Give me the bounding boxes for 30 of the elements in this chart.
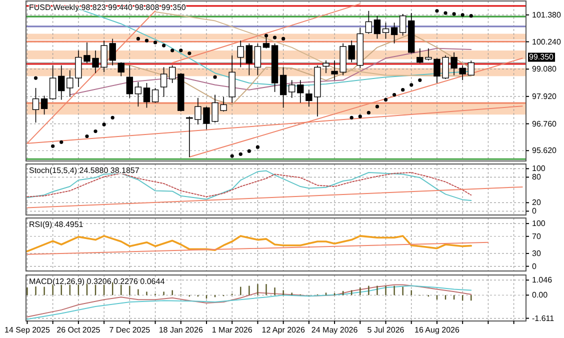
x-tick-label: 24 May 2026 xyxy=(311,326,358,335)
y-tick-label: 0.00 xyxy=(532,290,548,300)
x-tick-label: 16 Aug 2026 xyxy=(414,326,460,335)
y-tick-label: 1.046 xyxy=(532,276,553,285)
x-tick-label: 14 Sep 2025 xyxy=(4,326,50,335)
y-tick-label: 100 xyxy=(532,164,546,174)
y-tick-label: 30 xyxy=(532,249,542,258)
y-tick-label: 80 xyxy=(532,172,542,182)
x-tick-label: 5 Jul 2026 xyxy=(367,326,405,335)
y-tick-label: -1.611 xyxy=(532,314,555,323)
y-tick-label: 99.080 xyxy=(532,64,558,74)
y-tick-label: 96.760 xyxy=(532,119,558,128)
chart-title: MACD(12,26,9) 0.3206 0.2276 0.0644 xyxy=(29,277,166,286)
y-tick-label: 101.380 xyxy=(532,10,562,20)
x-tick-label: 18 Jan 2026 xyxy=(158,326,204,335)
x-tick-label: 26 Oct 2025 xyxy=(56,326,101,335)
y-tick-label: 0 xyxy=(532,206,537,216)
x-tick-label: 7 Dec 2025 xyxy=(109,326,151,335)
ref-line-label: 99.350 xyxy=(529,52,554,62)
y-tick-label: 70 xyxy=(532,232,542,241)
x-tick-label: 1 Mar 2026 xyxy=(212,326,253,335)
y-tick-label: 100 xyxy=(532,219,546,228)
y-tick-label: 95.620 xyxy=(532,146,558,156)
y-tick-label: 100.240 xyxy=(532,37,562,46)
y-tick-label: 0 xyxy=(532,262,537,271)
y-tick-label: 97.920 xyxy=(532,92,558,101)
chart-title: RSI(9) 48.4951 xyxy=(29,220,84,229)
y-tick-label: 20 xyxy=(532,198,542,208)
x-tick-label: 12 Apr 2026 xyxy=(262,326,306,335)
chart-title: Stoch(15,5,4) 24.5880 38.1857 xyxy=(29,166,140,175)
